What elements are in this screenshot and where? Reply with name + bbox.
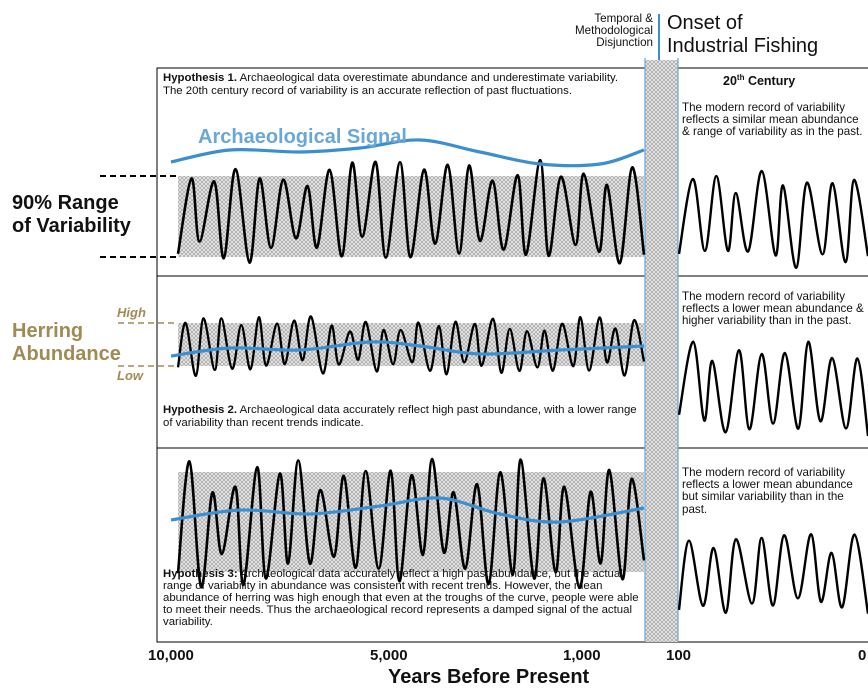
century-title: 20th Century: [723, 73, 796, 89]
modern-text-2: The modern record of variability reflect…: [682, 290, 864, 328]
archaeological-signal-label: Archaeological Signal: [198, 126, 407, 148]
disjunction-column: [645, 60, 678, 642]
disjunction-label: Temporal & Methodological Disjunction: [575, 12, 653, 50]
hypothesis-1-title: Hypothesis 1.: [163, 72, 238, 84]
high-label: High: [117, 305, 146, 320]
archaeological-signal-1: [170, 138, 645, 168]
variability-curve-3: [176, 457, 646, 590]
onset-label: Onset of Industrial Fishing: [667, 12, 819, 57]
x-tick-100: 100: [666, 647, 692, 664]
x-tick-5000: 5,000: [370, 647, 408, 664]
range-of-variability-label: 90% Range of Variability: [12, 192, 131, 237]
x-tick-0: 0: [858, 647, 867, 664]
variability-curve-1: [176, 158, 646, 265]
hypothesis-2-text: Hypothesis 2. Archaeological data accura…: [163, 404, 637, 429]
hypothesis-2-title: Hypothesis 2.: [163, 404, 238, 416]
hypothesis-1-text: Hypothesis 1. Archaeological data overes…: [163, 72, 619, 97]
hypothesis-3-text: Hypothesis 3: Archaeological data accura…: [163, 568, 639, 629]
x-tick-10000: 10,000: [148, 647, 194, 664]
x-axis-title: Years Before Present: [388, 666, 590, 688]
x-tick-1000: 1,000: [563, 647, 601, 664]
modern-curve-3: [678, 532, 868, 615]
low-label: Low: [117, 368, 143, 383]
modern-curve-1: [678, 169, 868, 270]
herring-abundance-label: Herring Abundance: [12, 320, 121, 365]
hypothesis-3-title: Hypothesis 3:: [163, 568, 238, 580]
archaeological-signal-3: [170, 496, 645, 524]
archaeological-signal-2: [170, 340, 645, 358]
modern-text-3: The modern record of variability reflect…: [682, 466, 853, 516]
variability-curve-2: [176, 315, 646, 378]
panel-3-frame: [156, 447, 868, 643]
modern-text-1: The modern record of variability reflect…: [682, 101, 863, 139]
modern-curve-2: [678, 340, 868, 437]
